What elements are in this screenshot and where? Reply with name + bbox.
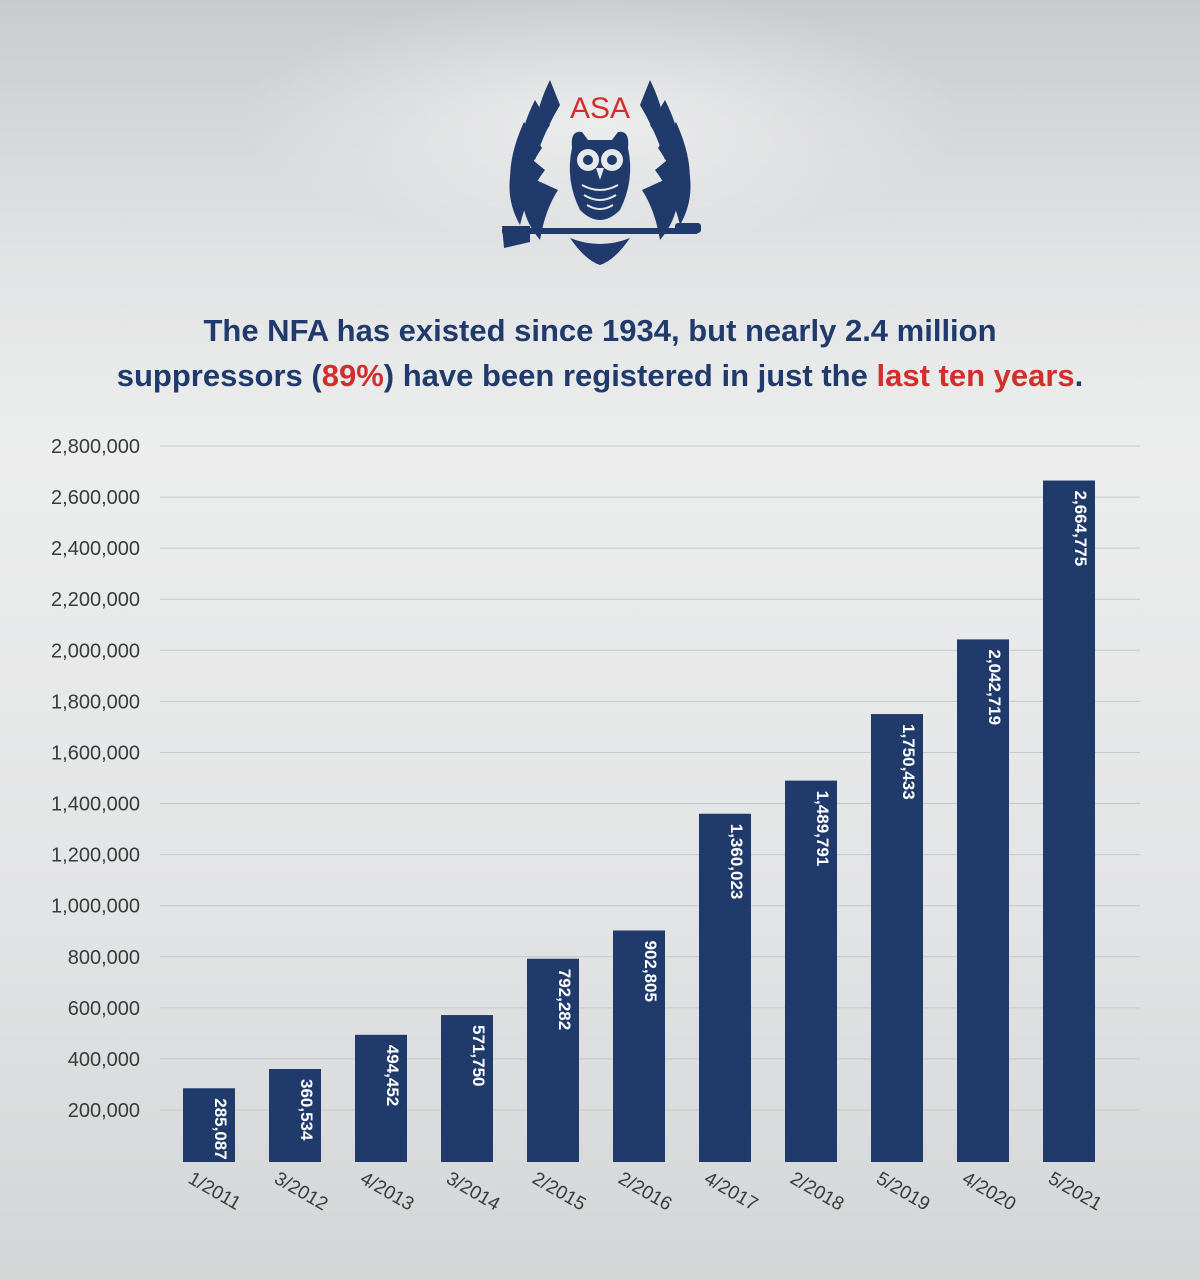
bar [699,813,751,1162]
y-tick-label: 2,200,000 [51,589,140,611]
bar [871,714,923,1162]
data-label: 2,664,775 [1071,491,1090,567]
owl-rifle-emblem-icon [502,80,701,265]
y-tick-label: 1,200,000 [51,845,140,867]
x-tick-label: 2/2015 [529,1168,590,1215]
x-tick-label: 5/2019 [873,1168,934,1215]
bar [269,1069,321,1162]
y-tick-label: 400,000 [68,1049,140,1071]
y-tick-label: 1,400,000 [51,794,140,816]
y-tick-label: 1,800,000 [51,691,140,713]
headline-highlight: last ten years [876,358,1075,393]
data-label: 1,360,023 [727,824,746,900]
data-label: 360,534 [297,1079,316,1141]
y-tick-label: 2,800,000 [51,436,140,458]
y-tick-label: 2,000,000 [51,640,140,662]
x-tick-label: 4/2013 [357,1168,418,1215]
data-label: 571,750 [469,1025,488,1086]
bar [183,1088,235,1162]
bar [785,780,837,1162]
bar [957,639,1009,1162]
x-tick-label: 3/2014 [443,1168,504,1215]
data-label: 285,087 [211,1098,230,1159]
y-tick-label: 200,000 [68,1100,140,1122]
asa-logo: ASA [502,80,701,265]
data-label: 902,805 [641,941,660,1002]
x-tick-label: 2/2016 [615,1168,676,1215]
data-label: 494,452 [383,1045,402,1106]
y-tick-label: 1,600,000 [51,742,140,764]
headline: The NFA has existed since 1934, but near… [0,308,1200,398]
data-label: 792,282 [555,969,574,1030]
bar [441,1015,493,1162]
data-label: 1,750,433 [899,724,918,800]
data-label: 2,042,719 [985,649,1004,725]
x-tick-label: 4/2020 [959,1168,1020,1215]
x-tick-label: 5/2021 [1045,1168,1106,1215]
y-tick-label: 2,400,000 [51,538,140,560]
logo-text: ASA [570,92,630,125]
headline-text: ) have been registered in just the [383,358,877,393]
headline-line-2: suppressors (89%) have been registered i… [0,353,1200,398]
x-tick-label: 3/2012 [271,1168,332,1215]
headline-percent: 89% [321,358,384,393]
x-tick-label: 4/2017 [701,1168,762,1215]
y-tick-label: 800,000 [68,947,140,969]
bar [355,1034,407,1162]
data-label: 1,489,791 [813,791,832,867]
bar [527,958,579,1162]
y-tick-label: 2,600,000 [51,487,140,509]
y-tick-label: 1,000,000 [51,896,140,918]
headline-text: . [1074,358,1084,393]
y-tick-label: 600,000 [68,998,140,1020]
x-tick-label: 2/2018 [787,1168,848,1215]
bar-chart: 200,000 400,000 600,000 800,000 1,000,000 1,2… [51,436,1140,1216]
headline-text: suppressors ( [116,358,322,393]
x-tick-label: 1/2011 [185,1168,245,1215]
bar [1043,480,1095,1162]
headline-line-1: The NFA has existed since 1934, but near… [203,313,997,348]
bar [613,930,665,1162]
